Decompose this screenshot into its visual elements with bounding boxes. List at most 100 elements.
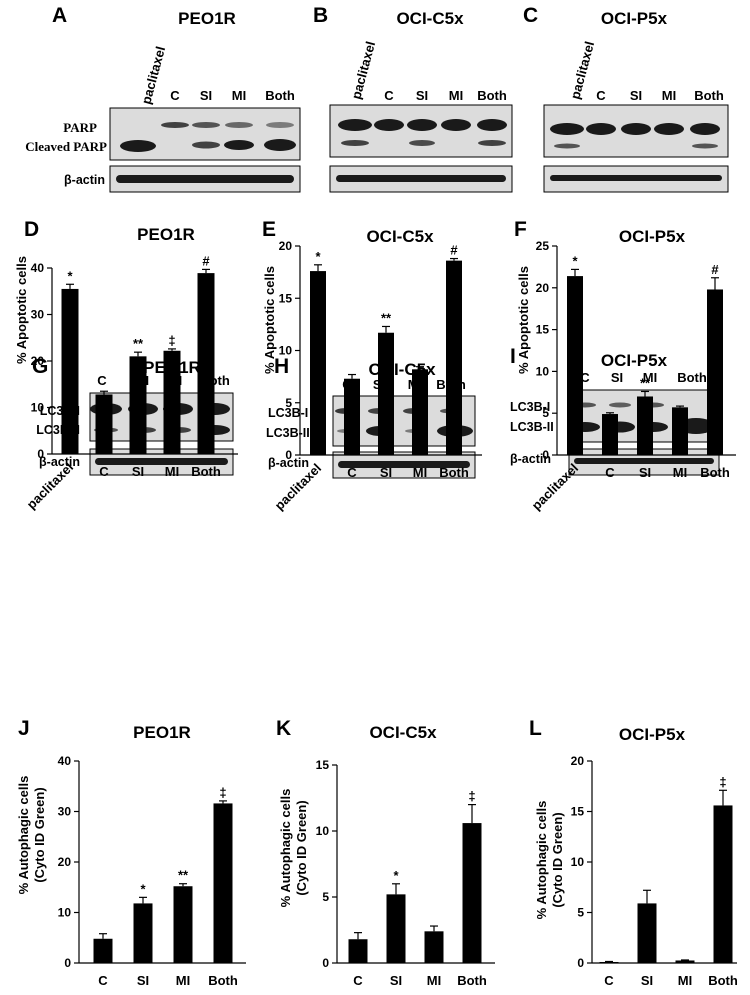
band-label-parp: PARP bbox=[63, 120, 97, 135]
band bbox=[336, 175, 506, 182]
band bbox=[116, 175, 294, 183]
panel-b-title: OCI-C5x bbox=[396, 9, 464, 28]
y-tick-label: 15 bbox=[571, 805, 585, 819]
y-axis-label: % Apoptotic cells bbox=[516, 266, 531, 374]
band bbox=[224, 140, 254, 150]
panel-c-title: OCI-P5x bbox=[601, 9, 668, 28]
x-tick-label: MI bbox=[427, 973, 441, 988]
bar bbox=[378, 332, 394, 455]
lane-label-both: Both bbox=[265, 88, 295, 103]
band bbox=[574, 458, 714, 464]
significance-marker: # bbox=[202, 253, 210, 268]
significance-marker: ** bbox=[640, 375, 651, 390]
chart-k: K OCI-C5x % Autophagic cells (Cyto ID Gr… bbox=[276, 717, 495, 988]
significance-marker: * bbox=[572, 253, 578, 268]
lane-label-c: C bbox=[384, 88, 394, 103]
bar bbox=[567, 276, 583, 455]
y-tick-label: 15 bbox=[279, 291, 293, 305]
y-tick-label: 10 bbox=[536, 364, 550, 378]
bar bbox=[637, 903, 657, 963]
bar bbox=[129, 356, 147, 454]
x-tick-label: Both bbox=[700, 465, 730, 480]
bar bbox=[707, 289, 723, 455]
lane-label-paclitaxel: paclitaxel bbox=[138, 45, 168, 106]
lane-label-c: C bbox=[596, 88, 606, 103]
y-tick-label: 0 bbox=[37, 447, 44, 461]
significance-marker: ‡ bbox=[719, 774, 726, 789]
bar bbox=[386, 894, 406, 963]
y-tick-label: 5 bbox=[542, 406, 549, 420]
panel-letter-k: K bbox=[276, 717, 291, 740]
band bbox=[654, 123, 684, 135]
band bbox=[264, 139, 296, 151]
lane-label-both: Both bbox=[677, 370, 707, 385]
significance-marker: ** bbox=[178, 868, 189, 883]
lane-label-mi: MI bbox=[232, 88, 246, 103]
y-tick-label: 0 bbox=[285, 448, 292, 462]
bar bbox=[713, 805, 733, 963]
x-tick-label: MI bbox=[176, 973, 190, 988]
band bbox=[409, 140, 435, 146]
bar bbox=[462, 823, 482, 963]
y-tick-label: 30 bbox=[31, 308, 45, 322]
chart-title: OCI-P5x bbox=[619, 227, 686, 246]
significance-marker: * bbox=[140, 881, 146, 896]
x-tick-label: C bbox=[605, 465, 615, 480]
band bbox=[95, 458, 228, 465]
x-tick-label: SI bbox=[137, 973, 149, 988]
bar bbox=[61, 288, 79, 454]
band-label-lc3b-ii: LC3B-II bbox=[266, 426, 310, 440]
band bbox=[690, 123, 720, 135]
y-tick-label: 10 bbox=[571, 855, 585, 869]
significance-marker: # bbox=[711, 262, 719, 277]
x-tick-label: Both bbox=[208, 973, 238, 988]
significance-marker: ‡ bbox=[219, 785, 226, 800]
band bbox=[477, 119, 507, 131]
band bbox=[225, 122, 253, 128]
lane-label-c: C bbox=[97, 373, 107, 388]
panel-letter-g: G bbox=[32, 355, 48, 378]
panel-letter-a: A bbox=[52, 4, 67, 27]
band-label-beta-actin: β-actin bbox=[268, 456, 309, 470]
significance-marker: ** bbox=[133, 336, 144, 351]
y-tick-label: 20 bbox=[571, 754, 585, 768]
chart-title: OCI-P5x bbox=[619, 725, 686, 744]
bar bbox=[93, 938, 113, 963]
y-tick-label: 15 bbox=[316, 758, 330, 772]
x-tick-label: C bbox=[98, 973, 108, 988]
y-axis-label-2: (Cyto ID Green) bbox=[294, 800, 309, 895]
band bbox=[120, 140, 156, 152]
x-tick-label: Both bbox=[439, 465, 469, 480]
band bbox=[621, 123, 651, 135]
band bbox=[338, 119, 372, 131]
lane-label-mi: MI bbox=[449, 88, 463, 103]
bar bbox=[672, 407, 688, 455]
y-tick-label: 20 bbox=[58, 855, 72, 869]
chart-title: PEO1R bbox=[137, 225, 195, 244]
bar bbox=[348, 939, 368, 963]
y-tick-label: 40 bbox=[58, 754, 72, 768]
bar bbox=[310, 271, 326, 455]
y-axis-label: % Autophagic cells bbox=[534, 801, 549, 920]
x-tick-label: Both bbox=[191, 464, 221, 479]
chart-e: E OCI-C5x % Apoptotic cells 05101520*pac… bbox=[262, 218, 482, 513]
y-axis-label: % Autophagic cells bbox=[278, 789, 293, 908]
y-tick-label: 20 bbox=[31, 354, 45, 368]
panel-letter-i: I bbox=[510, 345, 516, 368]
bar bbox=[637, 396, 653, 455]
y-tick-label: 5 bbox=[577, 906, 584, 920]
panel-letter-j: J bbox=[18, 717, 30, 740]
lane-label-c: C bbox=[580, 370, 590, 385]
band bbox=[550, 123, 584, 135]
band bbox=[266, 122, 294, 128]
bar bbox=[424, 931, 444, 963]
band bbox=[609, 402, 631, 408]
band bbox=[341, 140, 369, 146]
blot-b-parp bbox=[329, 104, 513, 158]
panel-b: B OCI-C5x paclitaxel C SI MI Both bbox=[313, 4, 513, 193]
blot-c-bands bbox=[550, 123, 722, 181]
x-tick-label: SI bbox=[639, 465, 651, 480]
y-tick-label: 10 bbox=[279, 344, 293, 358]
significance-marker: ‡ bbox=[168, 333, 175, 348]
lane-label-si: SI bbox=[630, 88, 642, 103]
